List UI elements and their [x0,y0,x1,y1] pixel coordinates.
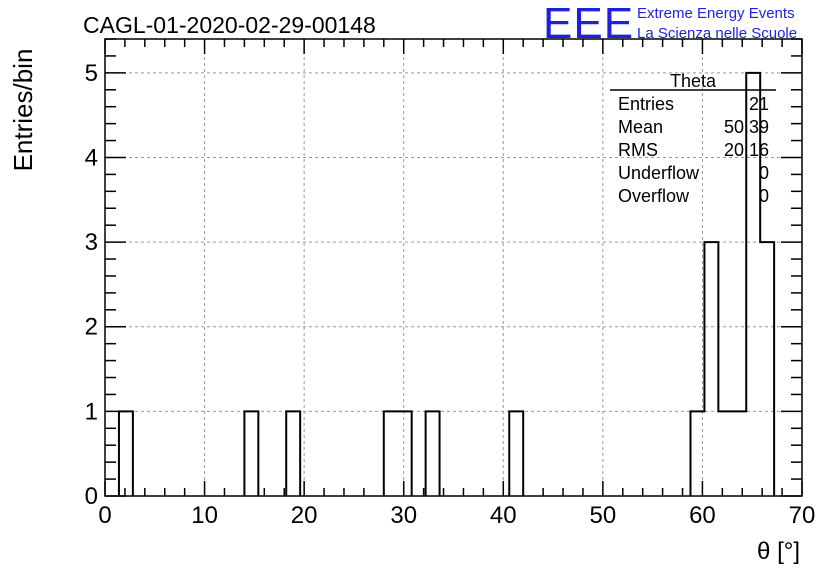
histogram-outline [117,71,776,496]
x-tick-label: 20 [291,502,318,529]
x-tick-label: 30 [390,502,417,529]
stats-value: 20.16 [724,140,769,160]
x-tick-label: 60 [689,502,716,529]
stats-label: Entries [618,94,674,114]
histogram-bin [244,411,258,496]
histogram-bin [760,242,774,496]
y-axis-label: Entries/bin [8,49,38,172]
x-tick-label: 0 [98,502,111,529]
stats-value: 0 [759,186,769,206]
stats-value: 50.39 [724,117,769,137]
stats-label: Overflow [618,186,690,206]
stats-label: Underflow [618,163,700,183]
histogram-bin [426,411,440,496]
stats-value: 21 [749,94,769,114]
stats-box: Theta Entries 21 Mean 50.39 RMS 20.16 Underflow… [610,71,776,206]
histogram-bin [732,411,746,496]
histogram-bin [509,411,523,496]
stats-label: RMS [618,140,658,160]
histogram-bin [384,411,398,496]
histogram-bin [398,411,412,496]
logo-line-1: Extreme Energy Events [637,5,795,22]
stats-label: Mean [618,117,663,137]
eee-logo: EEE [543,0,635,48]
logo-line-2: La Scienza nelle Scuole [637,25,798,42]
y-tick-label: 1 [85,398,98,425]
histogram-bin [718,411,732,496]
x-axis-label: θ [°] [757,538,800,565]
histogram-bin [119,411,133,496]
histogram [117,71,776,496]
y-tick-label: 4 [85,144,98,171]
y-tick-label: 5 [85,60,98,87]
chart-title: CAGL-01-2020-02-29-00148 [83,12,376,38]
x-tick-label: 70 [789,502,816,529]
stats-title: Theta [670,71,717,91]
y-tick-label: 3 [85,229,98,256]
x-tick-label: 10 [191,502,218,529]
tick-labels: 0 10 20 30 40 50 60 70 0 1 2 3 4 5 [85,60,816,529]
x-tick-label: 40 [490,502,517,529]
y-tick-label: 2 [85,314,98,341]
histogram-bin [704,242,718,496]
y-tick-label: 0 [85,483,98,510]
grid [105,39,802,496]
histogram-bin [286,411,300,496]
x-tick-label: 50 [590,502,617,529]
stats-value: 0 [759,163,769,183]
plot-frame [104,38,803,497]
axis-ticks [104,38,803,497]
